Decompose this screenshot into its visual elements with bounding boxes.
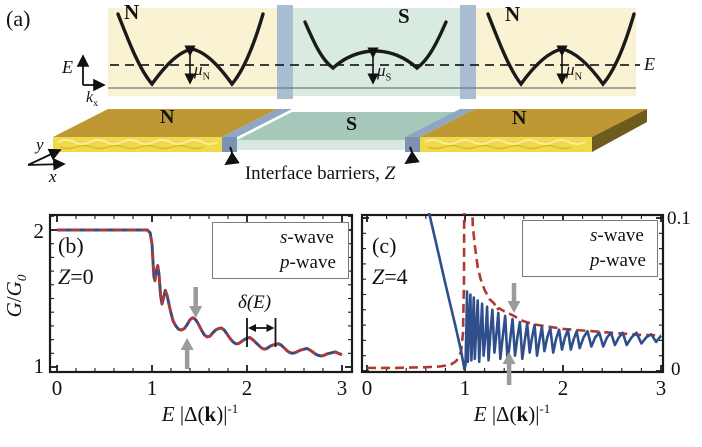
- plot-c-legend: s-wave p-wave: [522, 220, 658, 277]
- slab-texture-right-dark: [427, 144, 573, 150]
- slab-n-right-side: [592, 109, 647, 152]
- panel-b-label: (b): [58, 233, 84, 258]
- panel-a-label: (a): [6, 6, 31, 31]
- plot-b-xtick-1: 1: [146, 376, 158, 400]
- e-axis-label: E: [62, 57, 73, 77]
- plot-b-annotations: [180, 287, 277, 369]
- slab-texture-right-light: [424, 139, 586, 145]
- plot-b-ytick-1: 1: [33, 354, 45, 378]
- plot-c-frame: [360, 213, 665, 374]
- slab-n-right-top: [420, 109, 647, 137]
- panel-c-label: (c): [372, 233, 397, 258]
- slab-texture-left-light: [57, 139, 219, 145]
- plot-b-ticks: [50, 215, 352, 372]
- plot-b-ylabel: G/G0: [2, 274, 30, 318]
- delta-e-label: δ(E): [238, 292, 272, 313]
- plot-c-xtick-1: 1: [459, 376, 471, 400]
- barrier-strip-left: [277, 5, 293, 99]
- slab-y-axis-label: y: [36, 135, 44, 154]
- energy-momentum-axes: [76, 54, 106, 92]
- slab-barrier-left-front: [222, 137, 237, 152]
- plot-b-xtick-0: 0: [51, 376, 63, 400]
- slab-barrier-right-top: [405, 109, 475, 137]
- legend-pwave-label: p-wave: [280, 251, 336, 273]
- slab-label-n-left: N: [160, 106, 175, 128]
- slab-n-left-top: [53, 109, 277, 137]
- mu-arrows: [184, 45, 568, 85]
- plot-c-curves: [367, 213, 663, 371]
- legend-row-pwave: p-wave: [221, 252, 344, 274]
- legend-row-swave: s-wave: [221, 227, 344, 249]
- x-axis-arrow: [27, 158, 66, 171]
- slab-3d: [27, 109, 647, 171]
- plot-c-xlabel: E |Δ(k)|-1: [473, 401, 551, 426]
- interface-caption: Interface barriers, Z: [244, 163, 396, 184]
- mu-n-left-label: μN: [194, 60, 211, 83]
- interface-arrow-right: [404, 146, 420, 165]
- slab-barrier-left-top: [222, 109, 292, 137]
- plot-b-ytick-2: 2: [33, 219, 45, 243]
- slab-s-top: [237, 112, 460, 140]
- plot-b-xtick-3: 3: [336, 376, 348, 400]
- plot-b-frame: [48, 213, 354, 374]
- fermi-line-label: E: [644, 54, 655, 74]
- plot-c-annotations: [502, 283, 521, 385]
- plot-b-legend: s-wave p-wave: [212, 222, 349, 279]
- band-label-n-right: N: [505, 2, 521, 26]
- plot-b-xlabel: E |Δ(k)|-1: [161, 401, 239, 426]
- band-label-n-left: N: [124, 0, 140, 24]
- xy-axes: [27, 148, 66, 171]
- slab-label-s: S: [346, 113, 358, 135]
- slab-texture-left-dark: [59, 144, 205, 150]
- band-label-s: S: [398, 4, 410, 28]
- legend-swave-label: s-wave: [280, 227, 334, 249]
- band-diagram-strip: [76, 5, 640, 99]
- legend-swave-label: s-wave: [590, 225, 644, 247]
- panel-c-z-value: Z=4: [372, 264, 408, 289]
- slab-barrier-right-front: [405, 137, 420, 152]
- plot-c-xtick-2: 2: [557, 376, 569, 400]
- plot-c-ytick-0: 0: [671, 359, 681, 380]
- interface-pointer-arrows: [224, 146, 420, 166]
- mu-n-right-label: μN: [566, 60, 583, 83]
- plot-b-xtick-2: 2: [241, 376, 253, 400]
- mu-s-label: μS: [377, 61, 392, 84]
- plot-b-curves: [57, 228, 343, 358]
- y-axis-arrow: [27, 148, 62, 166]
- plot-c-ticks: [362, 215, 663, 372]
- k-axis-label: kx: [86, 89, 99, 110]
- slab-x-axis-label: x: [49, 167, 57, 186]
- plot-c-ytick-01: 0.1: [667, 208, 691, 229]
- legend-row-swave: s-wave: [531, 225, 653, 247]
- legend-pwave-label: p-wave: [590, 249, 646, 271]
- plot-c-xtick-3: 3: [655, 376, 667, 400]
- slab-s-front: [237, 140, 405, 150]
- interface-arrow-left: [224, 146, 240, 166]
- plot-c-xtick-0: 0: [361, 376, 373, 400]
- slab-label-n-right: N: [512, 107, 527, 129]
- legend-row-pwave: p-wave: [531, 250, 653, 272]
- panel-b-z-value: Z=0: [58, 264, 94, 289]
- barrier-strip-right: [460, 5, 476, 99]
